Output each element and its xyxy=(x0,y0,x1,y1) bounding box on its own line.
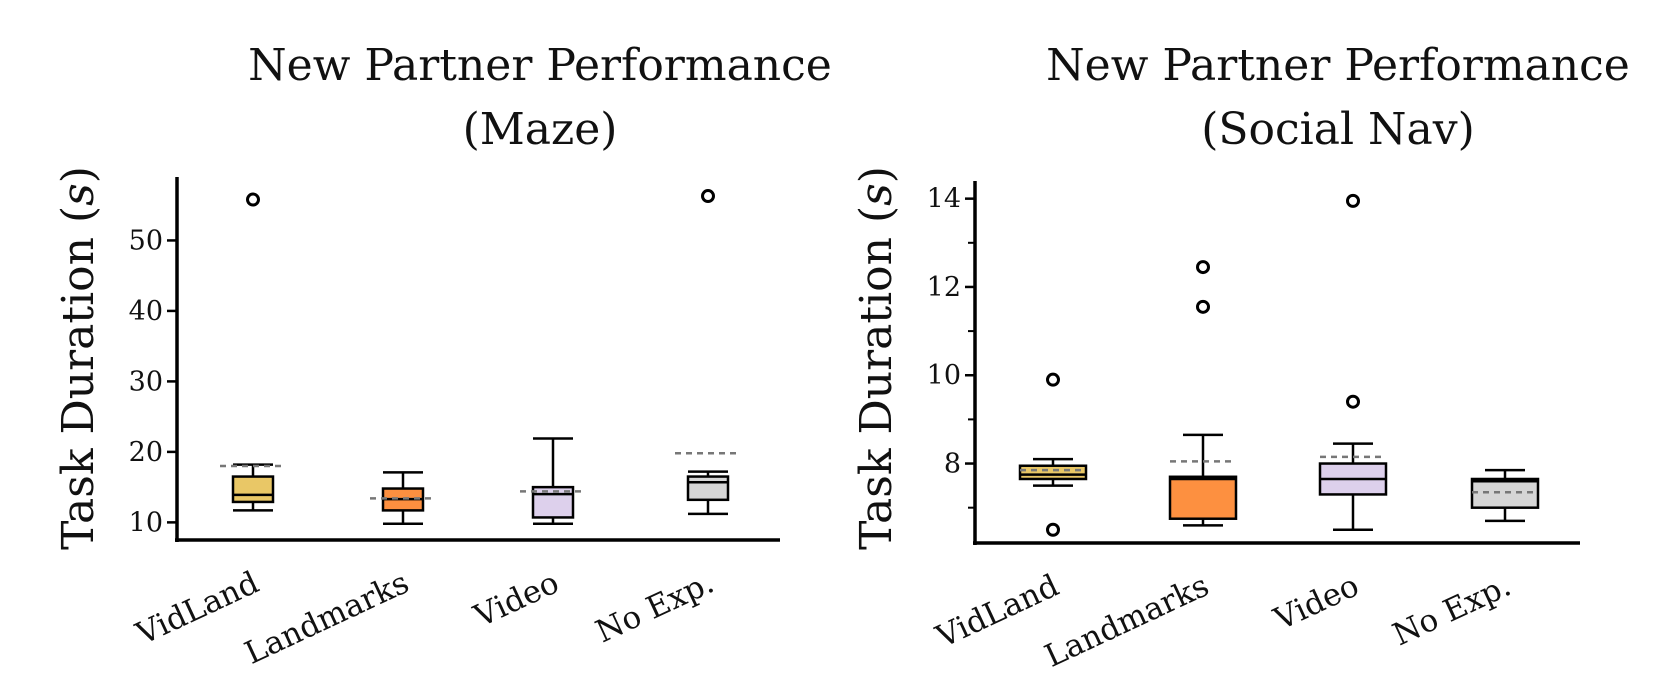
y-tick-label: 40 xyxy=(129,296,163,327)
iqr-box xyxy=(231,475,275,504)
x-category-label: No Exp. xyxy=(590,565,719,651)
y-axis-label: Task Duration (s) xyxy=(53,166,104,550)
outlier-point xyxy=(1046,522,1060,537)
box-no-exp- xyxy=(1470,468,1540,523)
box-landmarks xyxy=(370,471,436,526)
x-category-label: Video xyxy=(468,565,564,636)
box-landmarks xyxy=(1168,260,1238,527)
y-tick-label: 14 xyxy=(927,184,961,215)
y-tick-label: 10 xyxy=(927,360,961,391)
y-tick-label: 8 xyxy=(944,449,961,480)
maze-chart-panel: New Partner Performance (Maze) Task Durati… xyxy=(53,40,832,672)
iqr-box xyxy=(686,475,730,502)
outlier-point xyxy=(1346,394,1360,409)
chart-title: New Partner Performance xyxy=(248,40,832,91)
outlier-point xyxy=(1046,372,1060,387)
iqr-box xyxy=(1018,464,1088,481)
box-vidland xyxy=(220,192,286,512)
outlier-point xyxy=(246,192,260,207)
outlier-point xyxy=(701,189,715,204)
y-tick-label: 20 xyxy=(129,437,163,468)
y-tick-label: 10 xyxy=(129,507,163,538)
box-video xyxy=(520,437,586,526)
y-axis-label-close: ) xyxy=(53,166,104,183)
y-axis-label-variable: s xyxy=(851,183,902,206)
y-axis-label-text: Task Duration ( xyxy=(851,206,902,550)
box-vidland xyxy=(1018,372,1088,537)
social-nav-chart-panel: New Partner Performance (Social Nav) Task … xyxy=(851,40,1630,675)
y-tick-label: 30 xyxy=(129,366,163,397)
y-axis-label: Task Duration (s) xyxy=(851,166,902,550)
chart-subtitle: (Maze) xyxy=(463,104,618,155)
y-tick-label: 12 xyxy=(927,272,961,303)
outlier-point xyxy=(1196,299,1210,314)
box-video xyxy=(1318,193,1388,532)
chart-subtitle: (Social Nav) xyxy=(1201,104,1475,155)
outlier-point xyxy=(1196,260,1210,275)
x-category-label: Landmarks xyxy=(239,565,414,672)
chart-title: New Partner Performance xyxy=(1046,40,1630,91)
iqr-box xyxy=(1168,475,1238,520)
y-axis-label-text: Task Duration ( xyxy=(53,206,104,550)
x-category-label: Landmarks xyxy=(1039,568,1214,675)
x-category-label: Video xyxy=(1268,568,1364,639)
x-category-label: No Exp. xyxy=(1387,568,1516,654)
outlier-point xyxy=(1346,193,1360,208)
y-tick-label: 50 xyxy=(129,225,163,256)
y-axis-label-variable: s xyxy=(53,183,104,206)
box-no-exp- xyxy=(675,189,741,516)
y-axis-label-close: ) xyxy=(851,166,902,183)
